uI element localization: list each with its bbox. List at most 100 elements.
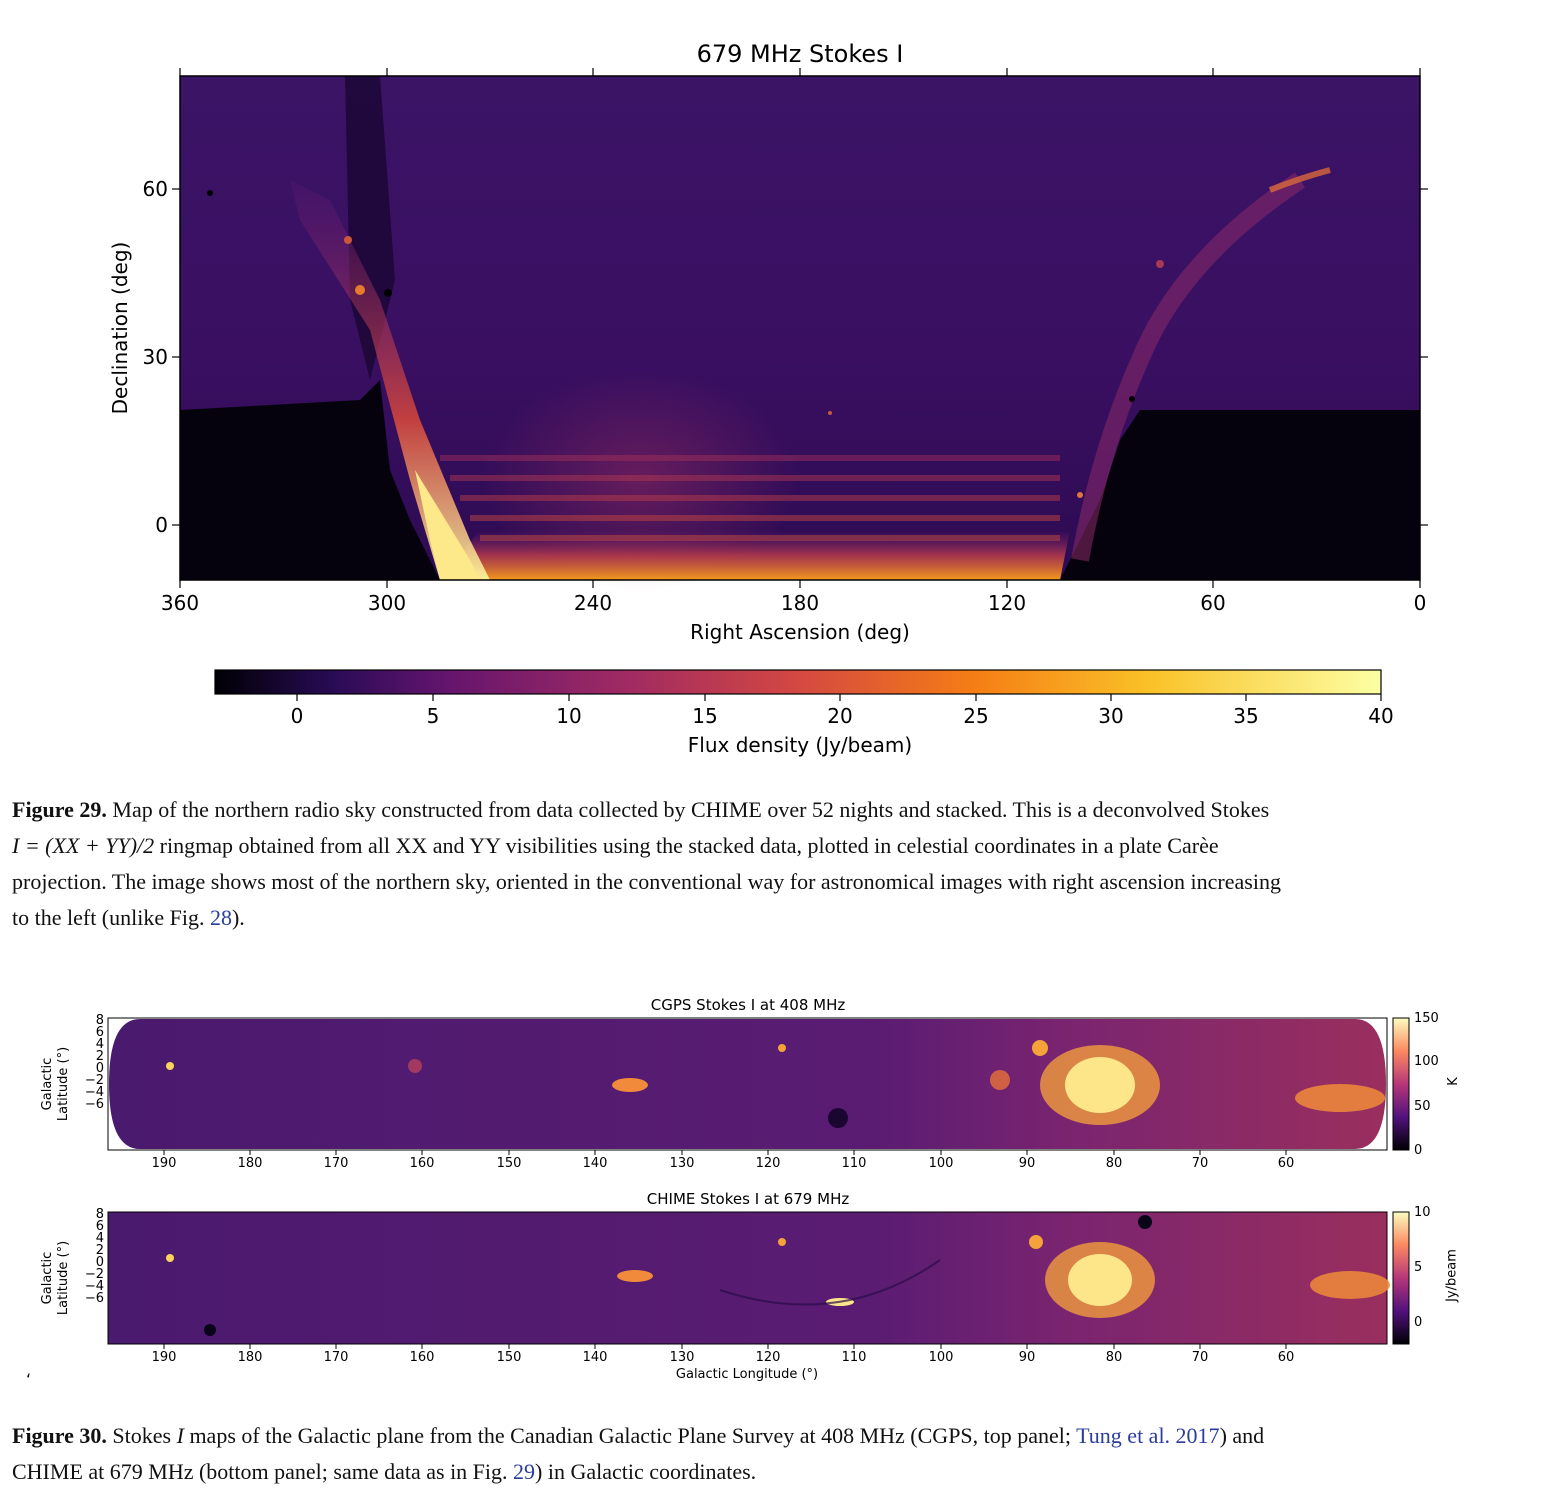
fig30-top-cbar-label: K	[1445, 1077, 1461, 1086]
cbar-tick: 25	[963, 704, 989, 728]
xtick-label: 190	[151, 1156, 177, 1171]
xtick-label: 110	[841, 1350, 867, 1365]
xtick-label: 60	[1277, 1350, 1295, 1365]
xtick-label: 120	[987, 591, 1027, 615]
fig29-ylabel: Declination (deg)	[108, 241, 132, 415]
fig29-colorbar-ticks: 0 5 10 15 20 25 30 35 40	[0, 704, 1561, 730]
ylabel-line1: Galactic	[40, 1057, 55, 1111]
ytick-label: −6	[84, 1097, 104, 1112]
fig30-caption-line1b: maps of the Galactic plane from the Cana…	[183, 1423, 1077, 1448]
xtick-label: 240	[573, 591, 613, 615]
xtick-label: 80	[1105, 1156, 1123, 1171]
xtick-label: 140	[582, 1350, 608, 1365]
ytick-label: 8	[95, 1013, 104, 1028]
fig30-caption-line1a: Stokes	[106, 1423, 177, 1448]
ytick-label: −2	[84, 1073, 104, 1088]
fig29-caption-math: I = (XX + YY)/2	[12, 833, 155, 858]
fig30-top-xticks: 190 180 170 160 150 140 130 120 110 100 …	[0, 1156, 1561, 1172]
xtick-label: 90	[1018, 1156, 1036, 1171]
cbar-tick: 35	[1233, 704, 1259, 728]
xtick-label: 0	[1413, 591, 1427, 615]
xtick-label: 170	[323, 1350, 349, 1365]
xtick-label: 160	[409, 1350, 435, 1365]
cbar-tick: 50	[1414, 1099, 1431, 1114]
ytick-label: 60	[142, 177, 168, 201]
fig30-caption: Figure 30. Stokes I maps of the Galactic…	[12, 1418, 1552, 1490]
xtick-label: 160	[409, 1156, 435, 1171]
fig30-top-title: CGPS Stokes I at 408 MHz	[650, 996, 846, 1014]
fig29-sky-map	[172, 68, 1428, 701]
xtick-label: 190	[151, 1350, 177, 1365]
fig29-link[interactable]: 29	[513, 1459, 536, 1484]
cbar-tick: 5	[426, 704, 440, 728]
fig30-caption-math: I	[176, 1423, 184, 1448]
xtick-label: 170	[323, 1156, 349, 1171]
xtick-label: 90	[1018, 1350, 1036, 1365]
ytick-label: 0	[95, 1061, 104, 1076]
cbar-tick: 20	[827, 704, 853, 728]
xtick-label: 120	[755, 1350, 781, 1365]
fig30-bottom-cbar-label: Jy/beam	[1444, 1249, 1460, 1302]
fig30-caption-line2a: CHIME at 679 MHz (bottom panel; same dat…	[12, 1459, 514, 1484]
fig29-title: 679 MHz Stokes I	[696, 40, 904, 68]
fig30-galactic-maps	[107, 1017, 1410, 1349]
cbar-tick: 40	[1368, 704, 1394, 728]
fig29-colorbar-label: Flux density (Jy/beam)	[687, 733, 913, 757]
tung-2017-citation-link[interactable]: Tung et al. 2017	[1076, 1423, 1220, 1448]
ylabel-line2: Latitude (°)	[56, 1046, 71, 1122]
fig30-top-ylabel: Galactic Latitude (°)	[40, 1014, 72, 1154]
xtick-label: 300	[367, 591, 407, 615]
cbar-tick: 0	[1414, 1315, 1423, 1330]
ytick-label: 4	[95, 1037, 104, 1052]
ylabel-line2: Latitude (°)	[56, 1240, 71, 1316]
ytick-label: −2	[84, 1267, 104, 1282]
fig28-link[interactable]: 28	[209, 905, 232, 930]
xtick-label: 80	[1105, 1350, 1123, 1365]
ytick-label: 30	[142, 345, 168, 369]
ytick-label: −6	[84, 1291, 104, 1306]
xtick-label: 70	[1191, 1350, 1209, 1365]
ytick-label: 2	[95, 1049, 104, 1064]
fig29-caption-line4a: to the left (unlike Fig.	[12, 905, 210, 930]
stray-mark: ‘	[26, 1370, 32, 1389]
cbar-tick: 100	[1414, 1054, 1439, 1069]
xtick-label: 100	[928, 1350, 954, 1365]
xtick-label: 180	[237, 1350, 263, 1365]
ytick-label: 4	[95, 1231, 104, 1246]
fig30-caption-line1c: ) and	[1219, 1423, 1265, 1448]
xtick-label: 110	[841, 1156, 867, 1171]
fig30-bottom-title: CHIME Stokes I at 679 MHz	[646, 1190, 850, 1208]
fig30-caption-label: Figure 30.	[12, 1423, 107, 1448]
ytick-label: 0	[95, 1255, 104, 1270]
xtick-label: 180	[780, 591, 820, 615]
xtick-label: 150	[496, 1156, 522, 1171]
xtick-label: 100	[928, 1156, 954, 1171]
xtick-label: 180	[237, 1156, 263, 1171]
xtick-label: 140	[582, 1156, 608, 1171]
ytick-label: 6	[95, 1025, 104, 1040]
cbar-tick: 0	[290, 704, 304, 728]
xtick-label: 70	[1191, 1156, 1209, 1171]
xtick-label: 60	[1277, 1156, 1295, 1171]
cbar-tick: 10	[556, 704, 582, 728]
ytick-label: −4	[84, 1085, 104, 1100]
cbar-tick: 30	[1098, 704, 1124, 728]
cbar-tick: 0	[1414, 1143, 1423, 1158]
ylabel-line1: Galactic	[40, 1251, 55, 1305]
fig30-xlabel: Galactic Longitude (°)	[675, 1367, 819, 1382]
fig30-top-yticks: 8 6 4 2 0 −2 −4 −6	[70, 1013, 104, 1112]
fig30-bottom-ylabel: Galactic Latitude (°)	[40, 1208, 72, 1348]
fig29-xtick-labels: 360 300 240 180 120 60 0	[0, 591, 1561, 617]
ytick-label: 0	[155, 513, 168, 537]
fig30-bottom-yticks: 8 6 4 2 0 −2 −4 −6	[70, 1208, 104, 1306]
fig29-caption-line3: projection. The image shows most of the …	[12, 869, 1281, 894]
ytick-label: 2	[95, 1243, 104, 1258]
cbar-tick: 5	[1414, 1260, 1423, 1275]
fig29-caption-line2: ringmap obtained from all XX and YY visi…	[154, 833, 1219, 858]
fig30-caption-line2b: ) in Galactic coordinates.	[535, 1459, 757, 1484]
fig29-caption-line4b: ).	[231, 905, 245, 930]
fig29-xlabel: Right Ascension (deg)	[690, 620, 910, 644]
fig29-caption: Figure 29. Map of the northern radio sky…	[12, 792, 1552, 936]
xtick-label: 130	[669, 1350, 695, 1365]
fig29-caption-label: Figure 29.	[12, 797, 107, 822]
